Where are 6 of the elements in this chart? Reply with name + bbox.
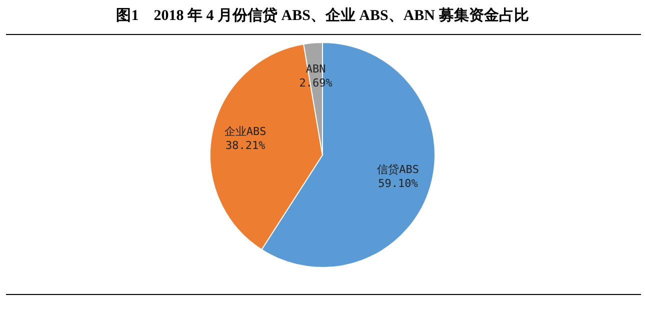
data-label: 2.69% <box>299 76 333 90</box>
data-label: 38.21% <box>225 139 266 152</box>
slice-label: 企业ABS <box>224 125 266 138</box>
data-label: 59.10% <box>378 177 418 190</box>
slice-label: 信贷ABS <box>377 163 419 176</box>
chart-title: 图1 2018 年 4 月份信贷 ABS、企业 ABS、ABN 募集资金占比 <box>115 6 530 25</box>
